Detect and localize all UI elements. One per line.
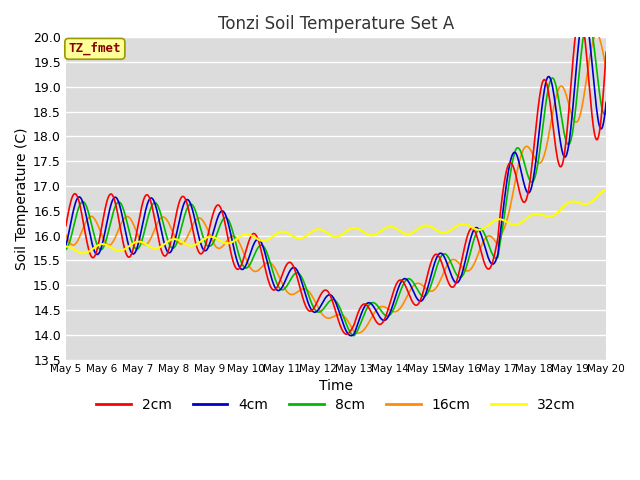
4cm — [72, 199, 79, 205]
8cm — [403, 277, 410, 283]
Line: 2cm: 2cm — [66, 14, 606, 334]
8cm — [72, 215, 79, 221]
32cm — [602, 187, 610, 192]
2cm — [127, 252, 135, 257]
2cm — [182, 198, 190, 204]
Y-axis label: Soil Temperature (C): Soil Temperature (C) — [15, 127, 29, 270]
Title: Tonzi Soil Temperature Set A: Tonzi Soil Temperature Set A — [218, 15, 454, 33]
4cm — [211, 225, 218, 230]
2cm — [342, 331, 350, 337]
8cm — [350, 333, 358, 338]
8cm — [62, 247, 70, 252]
16cm — [72, 241, 79, 247]
16cm — [211, 242, 218, 248]
4cm — [127, 250, 135, 255]
X-axis label: Time: Time — [319, 379, 353, 393]
32cm — [79, 251, 87, 256]
32cm — [128, 241, 136, 247]
Line: 8cm: 8cm — [66, 19, 606, 336]
16cm — [593, 31, 600, 37]
8cm — [418, 293, 426, 299]
Text: TZ_fmet: TZ_fmet — [68, 42, 121, 56]
16cm — [602, 66, 610, 72]
8cm — [127, 236, 135, 242]
4cm — [602, 99, 610, 105]
32cm — [403, 231, 410, 237]
8cm — [584, 16, 592, 22]
16cm — [127, 217, 135, 223]
32cm — [72, 248, 79, 253]
32cm — [183, 242, 191, 248]
Line: 4cm: 4cm — [66, 14, 606, 336]
2cm — [403, 285, 410, 290]
Line: 32cm: 32cm — [66, 190, 606, 253]
2cm — [602, 49, 610, 55]
16cm — [355, 330, 362, 336]
Line: 16cm: 16cm — [66, 34, 606, 333]
4cm — [182, 197, 190, 203]
32cm — [62, 244, 70, 250]
4cm — [62, 243, 70, 249]
32cm — [418, 224, 426, 229]
2cm — [72, 191, 79, 197]
8cm — [602, 109, 610, 115]
4cm — [403, 276, 410, 282]
2cm — [211, 206, 218, 212]
16cm — [418, 282, 426, 288]
2cm — [576, 12, 584, 17]
2cm — [62, 223, 70, 228]
8cm — [211, 237, 218, 242]
8cm — [182, 208, 190, 214]
16cm — [62, 232, 70, 238]
16cm — [403, 295, 410, 301]
16cm — [182, 236, 190, 242]
4cm — [347, 333, 355, 338]
2cm — [418, 293, 426, 299]
4cm — [580, 12, 588, 17]
Legend: 2cm, 4cm, 8cm, 16cm, 32cm: 2cm, 4cm, 8cm, 16cm, 32cm — [91, 392, 582, 417]
4cm — [418, 298, 426, 303]
32cm — [212, 235, 220, 241]
